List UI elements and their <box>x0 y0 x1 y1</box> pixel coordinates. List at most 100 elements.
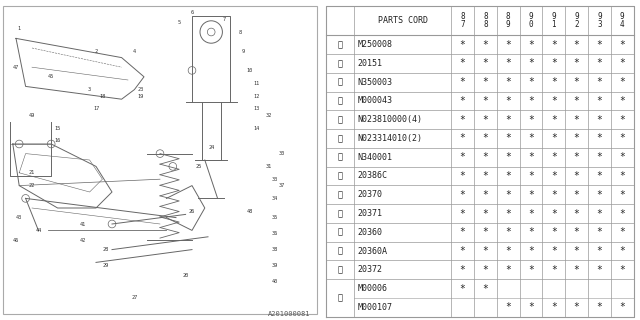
Text: *: * <box>620 302 625 312</box>
Text: *: * <box>620 209 625 219</box>
Text: *: * <box>596 152 602 162</box>
Text: 39: 39 <box>272 263 278 268</box>
Text: *: * <box>573 96 580 106</box>
Text: *: * <box>483 152 488 162</box>
Text: *: * <box>483 171 488 181</box>
Text: *: * <box>483 40 488 50</box>
Text: *: * <box>505 115 511 125</box>
Text: *: * <box>573 302 580 312</box>
Text: *: * <box>460 115 465 125</box>
Text: M000107: M000107 <box>357 303 392 312</box>
Text: *: * <box>460 265 465 275</box>
Text: *: * <box>528 302 534 312</box>
Text: 32: 32 <box>266 113 272 118</box>
Text: 45: 45 <box>48 74 54 79</box>
Text: N023314010(2): N023314010(2) <box>357 134 422 143</box>
Text: 20372: 20372 <box>357 265 382 274</box>
Text: *: * <box>620 77 625 87</box>
Text: *: * <box>573 171 580 181</box>
Text: 43: 43 <box>16 215 22 220</box>
Text: 47: 47 <box>13 65 19 70</box>
Text: *: * <box>573 190 580 200</box>
Text: M250008: M250008 <box>357 40 392 49</box>
Text: 44: 44 <box>35 228 42 233</box>
Text: 36: 36 <box>272 231 278 236</box>
Text: 27: 27 <box>131 295 138 300</box>
Text: *: * <box>528 133 534 143</box>
Text: *: * <box>596 40 602 50</box>
Text: 48: 48 <box>246 209 253 214</box>
Text: *: * <box>620 152 625 162</box>
Text: *: * <box>620 190 625 200</box>
Text: ⑧: ⑧ <box>338 172 343 180</box>
Text: ①: ① <box>338 40 343 49</box>
Text: *: * <box>573 265 580 275</box>
Text: *: * <box>528 227 534 237</box>
Text: *: * <box>596 302 602 312</box>
Text: *: * <box>551 171 557 181</box>
Text: *: * <box>460 96 465 106</box>
Text: *: * <box>620 227 625 237</box>
Text: 19: 19 <box>138 93 144 99</box>
Text: ⑦: ⑦ <box>338 153 343 162</box>
Text: *: * <box>573 209 580 219</box>
Text: N340001: N340001 <box>357 153 392 162</box>
Text: *: * <box>551 58 557 68</box>
Text: 11: 11 <box>253 81 259 86</box>
Text: M000043: M000043 <box>357 96 392 105</box>
Text: *: * <box>483 77 488 87</box>
Text: *: * <box>505 77 511 87</box>
Text: *: * <box>620 58 625 68</box>
Text: *: * <box>551 152 557 162</box>
Text: *: * <box>573 133 580 143</box>
Text: *: * <box>483 209 488 219</box>
Text: *: * <box>551 40 557 50</box>
Text: 20371: 20371 <box>357 209 382 218</box>
Text: 9
1: 9 1 <box>552 12 556 29</box>
Text: 20: 20 <box>182 273 189 278</box>
Text: 22: 22 <box>29 183 35 188</box>
Text: *: * <box>596 227 602 237</box>
Text: *: * <box>620 265 625 275</box>
Text: *: * <box>505 209 511 219</box>
Text: 20386C: 20386C <box>357 172 387 180</box>
Text: 1: 1 <box>18 26 20 31</box>
Text: *: * <box>596 133 602 143</box>
Text: *: * <box>460 246 465 256</box>
Text: *: * <box>596 96 602 106</box>
Text: *: * <box>573 115 580 125</box>
Text: *: * <box>460 40 465 50</box>
Text: *: * <box>460 171 465 181</box>
Text: *: * <box>551 246 557 256</box>
Text: *: * <box>505 133 511 143</box>
Text: ③: ③ <box>338 78 343 87</box>
Text: 28: 28 <box>102 247 109 252</box>
Text: *: * <box>551 265 557 275</box>
Text: 4: 4 <box>133 49 136 54</box>
Text: *: * <box>528 246 534 256</box>
Text: *: * <box>505 190 511 200</box>
Text: 16: 16 <box>54 138 61 143</box>
Text: 8
7: 8 7 <box>460 12 465 29</box>
Text: 35: 35 <box>272 215 278 220</box>
Text: ②: ② <box>338 59 343 68</box>
Text: *: * <box>460 133 465 143</box>
Text: *: * <box>483 96 488 106</box>
Text: 37: 37 <box>278 183 285 188</box>
Text: *: * <box>551 227 557 237</box>
Text: 9
2: 9 2 <box>574 12 579 29</box>
Text: M00006: M00006 <box>357 284 387 293</box>
Text: *: * <box>620 40 625 50</box>
Text: *: * <box>551 133 557 143</box>
Text: 24: 24 <box>208 145 214 150</box>
Text: *: * <box>596 171 602 181</box>
Text: 5: 5 <box>178 20 180 25</box>
Text: *: * <box>573 77 580 87</box>
Text: *: * <box>528 40 534 50</box>
Text: 12: 12 <box>253 93 259 99</box>
Text: 21: 21 <box>29 170 35 175</box>
Text: *: * <box>551 96 557 106</box>
Text: 20360A: 20360A <box>357 247 387 256</box>
Text: *: * <box>528 190 534 200</box>
Text: *: * <box>483 58 488 68</box>
